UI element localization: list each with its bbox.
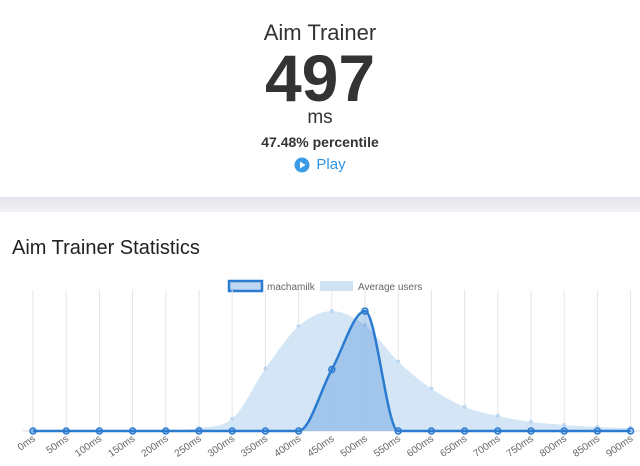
line bbox=[32, 309, 631, 433]
play-icon bbox=[294, 157, 310, 172]
point bbox=[494, 427, 502, 435]
x-tick-label: 600ms bbox=[405, 433, 436, 459]
legend-label: machamilk bbox=[267, 282, 316, 293]
legend-swatch bbox=[320, 281, 353, 291]
x-tick-label: 800ms bbox=[538, 433, 569, 459]
game-title: Aim Trainer bbox=[263, 20, 377, 45]
point bbox=[560, 427, 568, 435]
x-tick-label: 500ms bbox=[339, 433, 370, 459]
play-button[interactable]: Play bbox=[0, 156, 640, 173]
x-tick-label: 850ms bbox=[571, 433, 602, 459]
legend-label: Average users bbox=[358, 282, 422, 293]
point bbox=[394, 427, 402, 435]
x-tick-label: 200ms bbox=[140, 433, 171, 459]
percentile: 47.48% percentile bbox=[261, 134, 379, 150]
point bbox=[529, 419, 533, 424]
point bbox=[195, 427, 203, 435]
point bbox=[261, 427, 270, 435]
point bbox=[427, 427, 436, 435]
x-tick-label: 100ms bbox=[73, 433, 104, 459]
point bbox=[527, 427, 535, 435]
separator bbox=[0, 197, 640, 212]
point bbox=[328, 365, 336, 374]
point bbox=[128, 427, 137, 435]
chart: Aim Trainer Statistics machamilk Average … bbox=[12, 237, 640, 460]
point bbox=[263, 366, 268, 371]
header: Aim Trainer 497 ms 47.48% percentile Pla… bbox=[0, 0, 640, 197]
x-tick-label: 650ms bbox=[438, 433, 469, 459]
point bbox=[396, 359, 401, 364]
point bbox=[228, 427, 236, 435]
point bbox=[230, 416, 235, 421]
x-tick-label: 350ms bbox=[239, 433, 270, 459]
point bbox=[626, 427, 635, 435]
point bbox=[95, 427, 104, 435]
score: 497 bbox=[264, 41, 376, 115]
point bbox=[429, 386, 434, 391]
point bbox=[462, 404, 467, 409]
point bbox=[294, 427, 303, 435]
point bbox=[460, 427, 469, 435]
x-tick-label: 300ms bbox=[206, 433, 237, 459]
legend-swatch bbox=[227, 279, 264, 293]
point bbox=[296, 324, 301, 329]
unit: ms bbox=[307, 107, 333, 128]
x-tick-label: 900ms bbox=[604, 433, 635, 459]
point bbox=[361, 307, 369, 315]
x-tick-label: 50ms bbox=[45, 433, 71, 456]
chart-title: Aim Trainer Statistics bbox=[12, 237, 200, 259]
point bbox=[62, 427, 70, 435]
x-tick-label: 250ms bbox=[173, 433, 204, 459]
x-tick-label: 700ms bbox=[472, 433, 503, 459]
point bbox=[562, 422, 567, 427]
point bbox=[363, 323, 367, 328]
x-tick-label: 400ms bbox=[272, 433, 303, 459]
point bbox=[329, 309, 334, 314]
x-tick-label: 550ms bbox=[372, 433, 403, 459]
point bbox=[593, 427, 602, 435]
x-tick-label: 150ms bbox=[106, 433, 137, 459]
point bbox=[495, 413, 500, 418]
x-tick-label: 450ms bbox=[306, 433, 337, 459]
point bbox=[29, 427, 37, 435]
play-label[interactable]: Play bbox=[316, 156, 346, 173]
x-tick-label: 750ms bbox=[505, 433, 536, 459]
point bbox=[162, 427, 170, 435]
x-tick-label: 0ms bbox=[16, 433, 38, 453]
